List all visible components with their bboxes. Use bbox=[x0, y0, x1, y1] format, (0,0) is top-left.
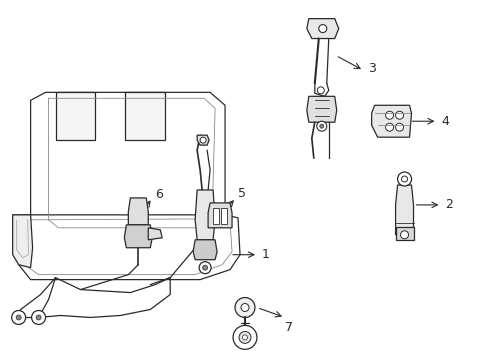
Polygon shape bbox=[306, 19, 338, 39]
Polygon shape bbox=[395, 185, 413, 235]
Polygon shape bbox=[31, 92, 224, 235]
Text: 4: 4 bbox=[441, 115, 448, 128]
Polygon shape bbox=[208, 203, 232, 228]
Circle shape bbox=[395, 123, 403, 131]
Text: 2: 2 bbox=[445, 198, 452, 211]
Polygon shape bbox=[128, 198, 148, 225]
Polygon shape bbox=[124, 225, 152, 248]
Circle shape bbox=[199, 262, 211, 274]
Text: 3: 3 bbox=[367, 62, 375, 75]
Circle shape bbox=[395, 111, 403, 119]
Polygon shape bbox=[125, 92, 165, 140]
Circle shape bbox=[397, 172, 411, 186]
Polygon shape bbox=[195, 190, 215, 240]
Polygon shape bbox=[13, 215, 240, 280]
Circle shape bbox=[202, 265, 207, 270]
Circle shape bbox=[16, 315, 21, 320]
Circle shape bbox=[385, 123, 393, 131]
Polygon shape bbox=[148, 228, 162, 240]
Circle shape bbox=[36, 315, 41, 320]
Circle shape bbox=[317, 87, 324, 94]
Circle shape bbox=[200, 137, 205, 143]
Circle shape bbox=[385, 111, 393, 119]
Polygon shape bbox=[193, 240, 217, 260]
Circle shape bbox=[239, 332, 250, 343]
Circle shape bbox=[242, 335, 247, 340]
Bar bbox=[213, 208, 219, 224]
Text: 5: 5 bbox=[238, 188, 245, 201]
Polygon shape bbox=[197, 135, 209, 145]
Polygon shape bbox=[395, 227, 413, 240]
Circle shape bbox=[400, 231, 407, 239]
Circle shape bbox=[241, 303, 248, 311]
Circle shape bbox=[12, 310, 25, 324]
Circle shape bbox=[319, 124, 323, 128]
Circle shape bbox=[316, 121, 326, 131]
Text: 6: 6 bbox=[155, 188, 163, 202]
Circle shape bbox=[401, 176, 407, 182]
Polygon shape bbox=[371, 105, 411, 137]
Text: 1: 1 bbox=[262, 248, 269, 261]
Circle shape bbox=[32, 310, 45, 324]
Polygon shape bbox=[306, 96, 336, 122]
Bar bbox=[221, 208, 226, 224]
Circle shape bbox=[233, 325, 256, 349]
Circle shape bbox=[318, 24, 326, 32]
Circle shape bbox=[235, 298, 254, 318]
Text: 7: 7 bbox=[285, 321, 292, 334]
Polygon shape bbox=[13, 215, 33, 268]
Polygon shape bbox=[56, 92, 95, 140]
